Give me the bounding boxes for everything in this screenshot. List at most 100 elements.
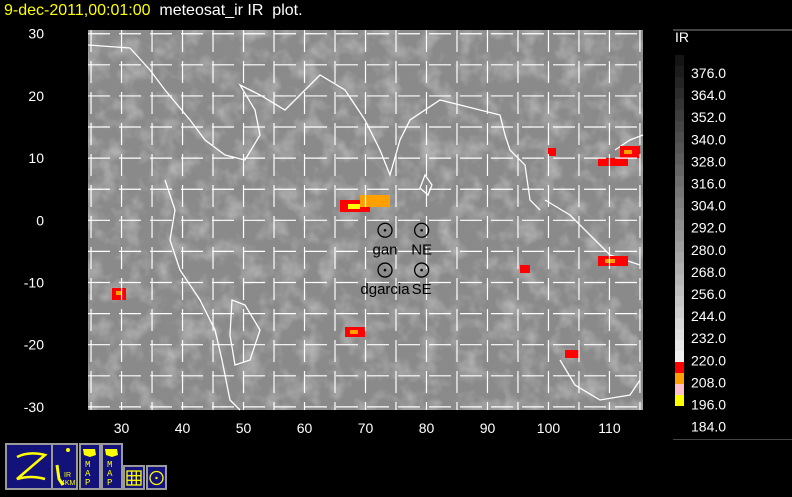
x-tick-label: 30: [114, 420, 130, 436]
grid-icon: [125, 467, 143, 497]
colorbar-label: 292.0: [691, 220, 726, 236]
svg-text:P: P: [85, 478, 90, 488]
colorbar-label: 244.0: [691, 308, 726, 324]
toolbar-button-zoom-z[interactable]: [5, 443, 53, 490]
station-marker-icon: [413, 222, 430, 238]
colorbar-title: IR: [675, 29, 689, 45]
svg-text:M: M: [107, 460, 112, 470]
plot-date: 9-dec-2011,00:01:00: [4, 2, 151, 19]
colorbar-swatch: [675, 197, 684, 209]
station-dot: [420, 228, 423, 232]
x-tick-label: 60: [297, 420, 313, 436]
colorbar-swatch: [675, 241, 684, 253]
station-marker-icon: [377, 222, 393, 238]
x-tick-label: 90: [480, 420, 496, 436]
station-label: SE: [412, 281, 432, 298]
x-tick-label: 80: [419, 420, 435, 436]
station-target-icon: [148, 467, 165, 497]
y-tick-label: -10: [24, 275, 44, 291]
x-tick-label: 50: [236, 420, 252, 436]
colorbar-label: 376.0: [691, 65, 726, 81]
y-tick-label: 20: [28, 88, 44, 104]
x-tick-label: 110: [598, 420, 621, 436]
colorbar-swatch: [675, 164, 684, 177]
colorbar-swatch: [675, 208, 684, 220]
colorbar-label: 328.0: [691, 153, 726, 169]
colorbar-swatch: [675, 175, 684, 188]
colorbar-swatch: [675, 109, 684, 122]
station-marker-icon: [413, 262, 430, 278]
colorbar-swatch: [675, 285, 684, 297]
colorbar-swatch: [675, 274, 684, 286]
colorbar-label: 316.0: [691, 176, 726, 192]
colorbar-swatch-cold: [675, 362, 684, 373]
plot-title: 9-dec-2011,00:01:00 meteosat_ir IR plot.: [4, 2, 303, 20]
ir-4km-icon: IR 4KM: [53, 445, 76, 493]
toolbar-button-ir-4km[interactable]: IR 4KM: [51, 443, 78, 490]
cold-cloud-tops: [112, 146, 640, 358]
y-tick-label: 30: [28, 26, 44, 42]
zoom-z-icon: [7, 445, 51, 493]
svg-text:P: P: [107, 478, 112, 488]
colorbar-swatch: [675, 318, 684, 330]
colorbar-swatch: [675, 351, 684, 363]
colorbar-swatch: [675, 120, 684, 133]
colorbar-label: 352.0: [691, 109, 726, 125]
colorbar-swatch: [675, 252, 684, 264]
coastlines: [87, 44, 644, 411]
colorbar-swatch: [675, 131, 684, 144]
station-gan[interactable]: gan: [373, 222, 398, 258]
station-NE[interactable]: NE: [411, 222, 432, 258]
y-tick-label: 10: [28, 150, 44, 166]
station-SE[interactable]: SE: [412, 262, 432, 298]
colorbar-swatch: [675, 65, 684, 78]
x-tick-label: 100: [537, 420, 561, 436]
colorbar-label: 340.0: [691, 131, 726, 147]
colorbar-swatch: [675, 263, 684, 275]
colorbar-label: 184.0: [691, 419, 726, 435]
colorbar-swatch: [675, 153, 684, 166]
y-tick-label: -20: [24, 337, 44, 353]
y-tick-label: -30: [24, 399, 44, 415]
colorbar-label: 220.0: [691, 352, 726, 368]
svg-text:A: A: [85, 469, 91, 479]
station-dot: [383, 228, 387, 232]
colorbar-swatch: [675, 219, 684, 231]
colorbar-swatch-cold: [675, 395, 684, 406]
station-label: NE: [411, 241, 432, 258]
colorbar-swatch: [675, 186, 684, 199]
svg-text:4KM: 4KM: [61, 480, 76, 487]
colorbar-swatch: [675, 142, 684, 155]
colorbar-swatch: [675, 296, 684, 308]
colorbar-label: 196.0: [691, 397, 726, 413]
colorbar-swatch: [675, 76, 684, 89]
station-dgarcia[interactable]: dgarcia: [360, 262, 410, 298]
toolbar-button-station-target[interactable]: [146, 465, 167, 490]
colorbar-swatch: [675, 87, 684, 100]
station-label: gan: [373, 241, 398, 258]
svg-text:M: M: [85, 460, 90, 470]
x-tick-label: 40: [175, 420, 191, 436]
station-dot: [420, 268, 423, 272]
colorbar-swatch-cold: [675, 384, 684, 395]
colorbar-label: 208.0: [691, 374, 726, 390]
colorbar: IR 376.0 364.0 352.0 340.0 328.0 316.0 304.0 292…: [675, 29, 726, 435]
colorbar-swatch: [675, 340, 684, 352]
svg-text:IR: IR: [64, 472, 71, 479]
station-dot: [383, 268, 387, 272]
colorbar-swatch: [675, 98, 684, 111]
stations: gan NE dgarcia SE: [360, 222, 432, 298]
toolbar-button-grid[interactable]: [123, 465, 145, 490]
colorbar-label: 268.0: [691, 264, 726, 280]
plot-name: meteosat_ir IR plot.: [159, 2, 303, 19]
svg-text:A: A: [107, 469, 113, 479]
lat-lon-grid: [88, 30, 643, 410]
colorbar-label: 364.0: [691, 87, 726, 103]
colorbar-label: 256.0: [691, 286, 726, 302]
x-tick-label: 70: [358, 420, 374, 436]
